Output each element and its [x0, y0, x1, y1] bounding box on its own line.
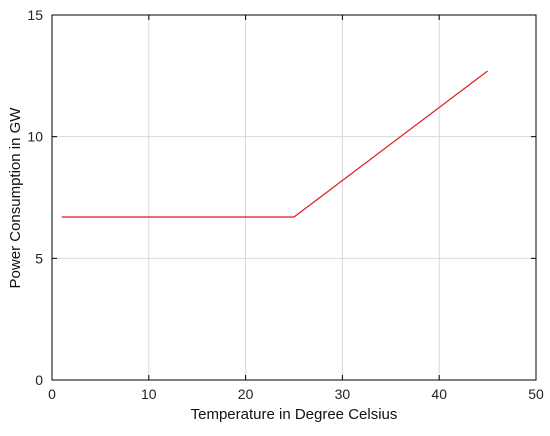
x-tick-label: 10 — [141, 386, 157, 402]
series-line — [61, 70, 488, 218]
y-tick-label: 10 — [27, 129, 43, 145]
x-tick-label: 0 — [48, 386, 56, 402]
grid — [52, 15, 536, 380]
y-tick-label: 15 — [27, 7, 43, 23]
x-tick-label: 50 — [528, 386, 544, 402]
x-tick-label: 40 — [431, 386, 447, 402]
y-tick-label: 0 — [35, 372, 43, 388]
ticks: 0 10 20 30 40 50 0 5 10 15 — [27, 7, 544, 402]
plot-frame — [51, 14, 537, 381]
x-axis-label: Temperature in Degree Celsius — [191, 406, 398, 423]
y-tick-label: 5 — [35, 250, 43, 266]
x-tick-label: 20 — [238, 386, 254, 402]
x-tick-label: 30 — [335, 386, 351, 402]
y-axis-label: Power Consumption in GW — [7, 107, 24, 289]
plot-background — [52, 15, 536, 380]
series-layer — [61, 70, 488, 218]
